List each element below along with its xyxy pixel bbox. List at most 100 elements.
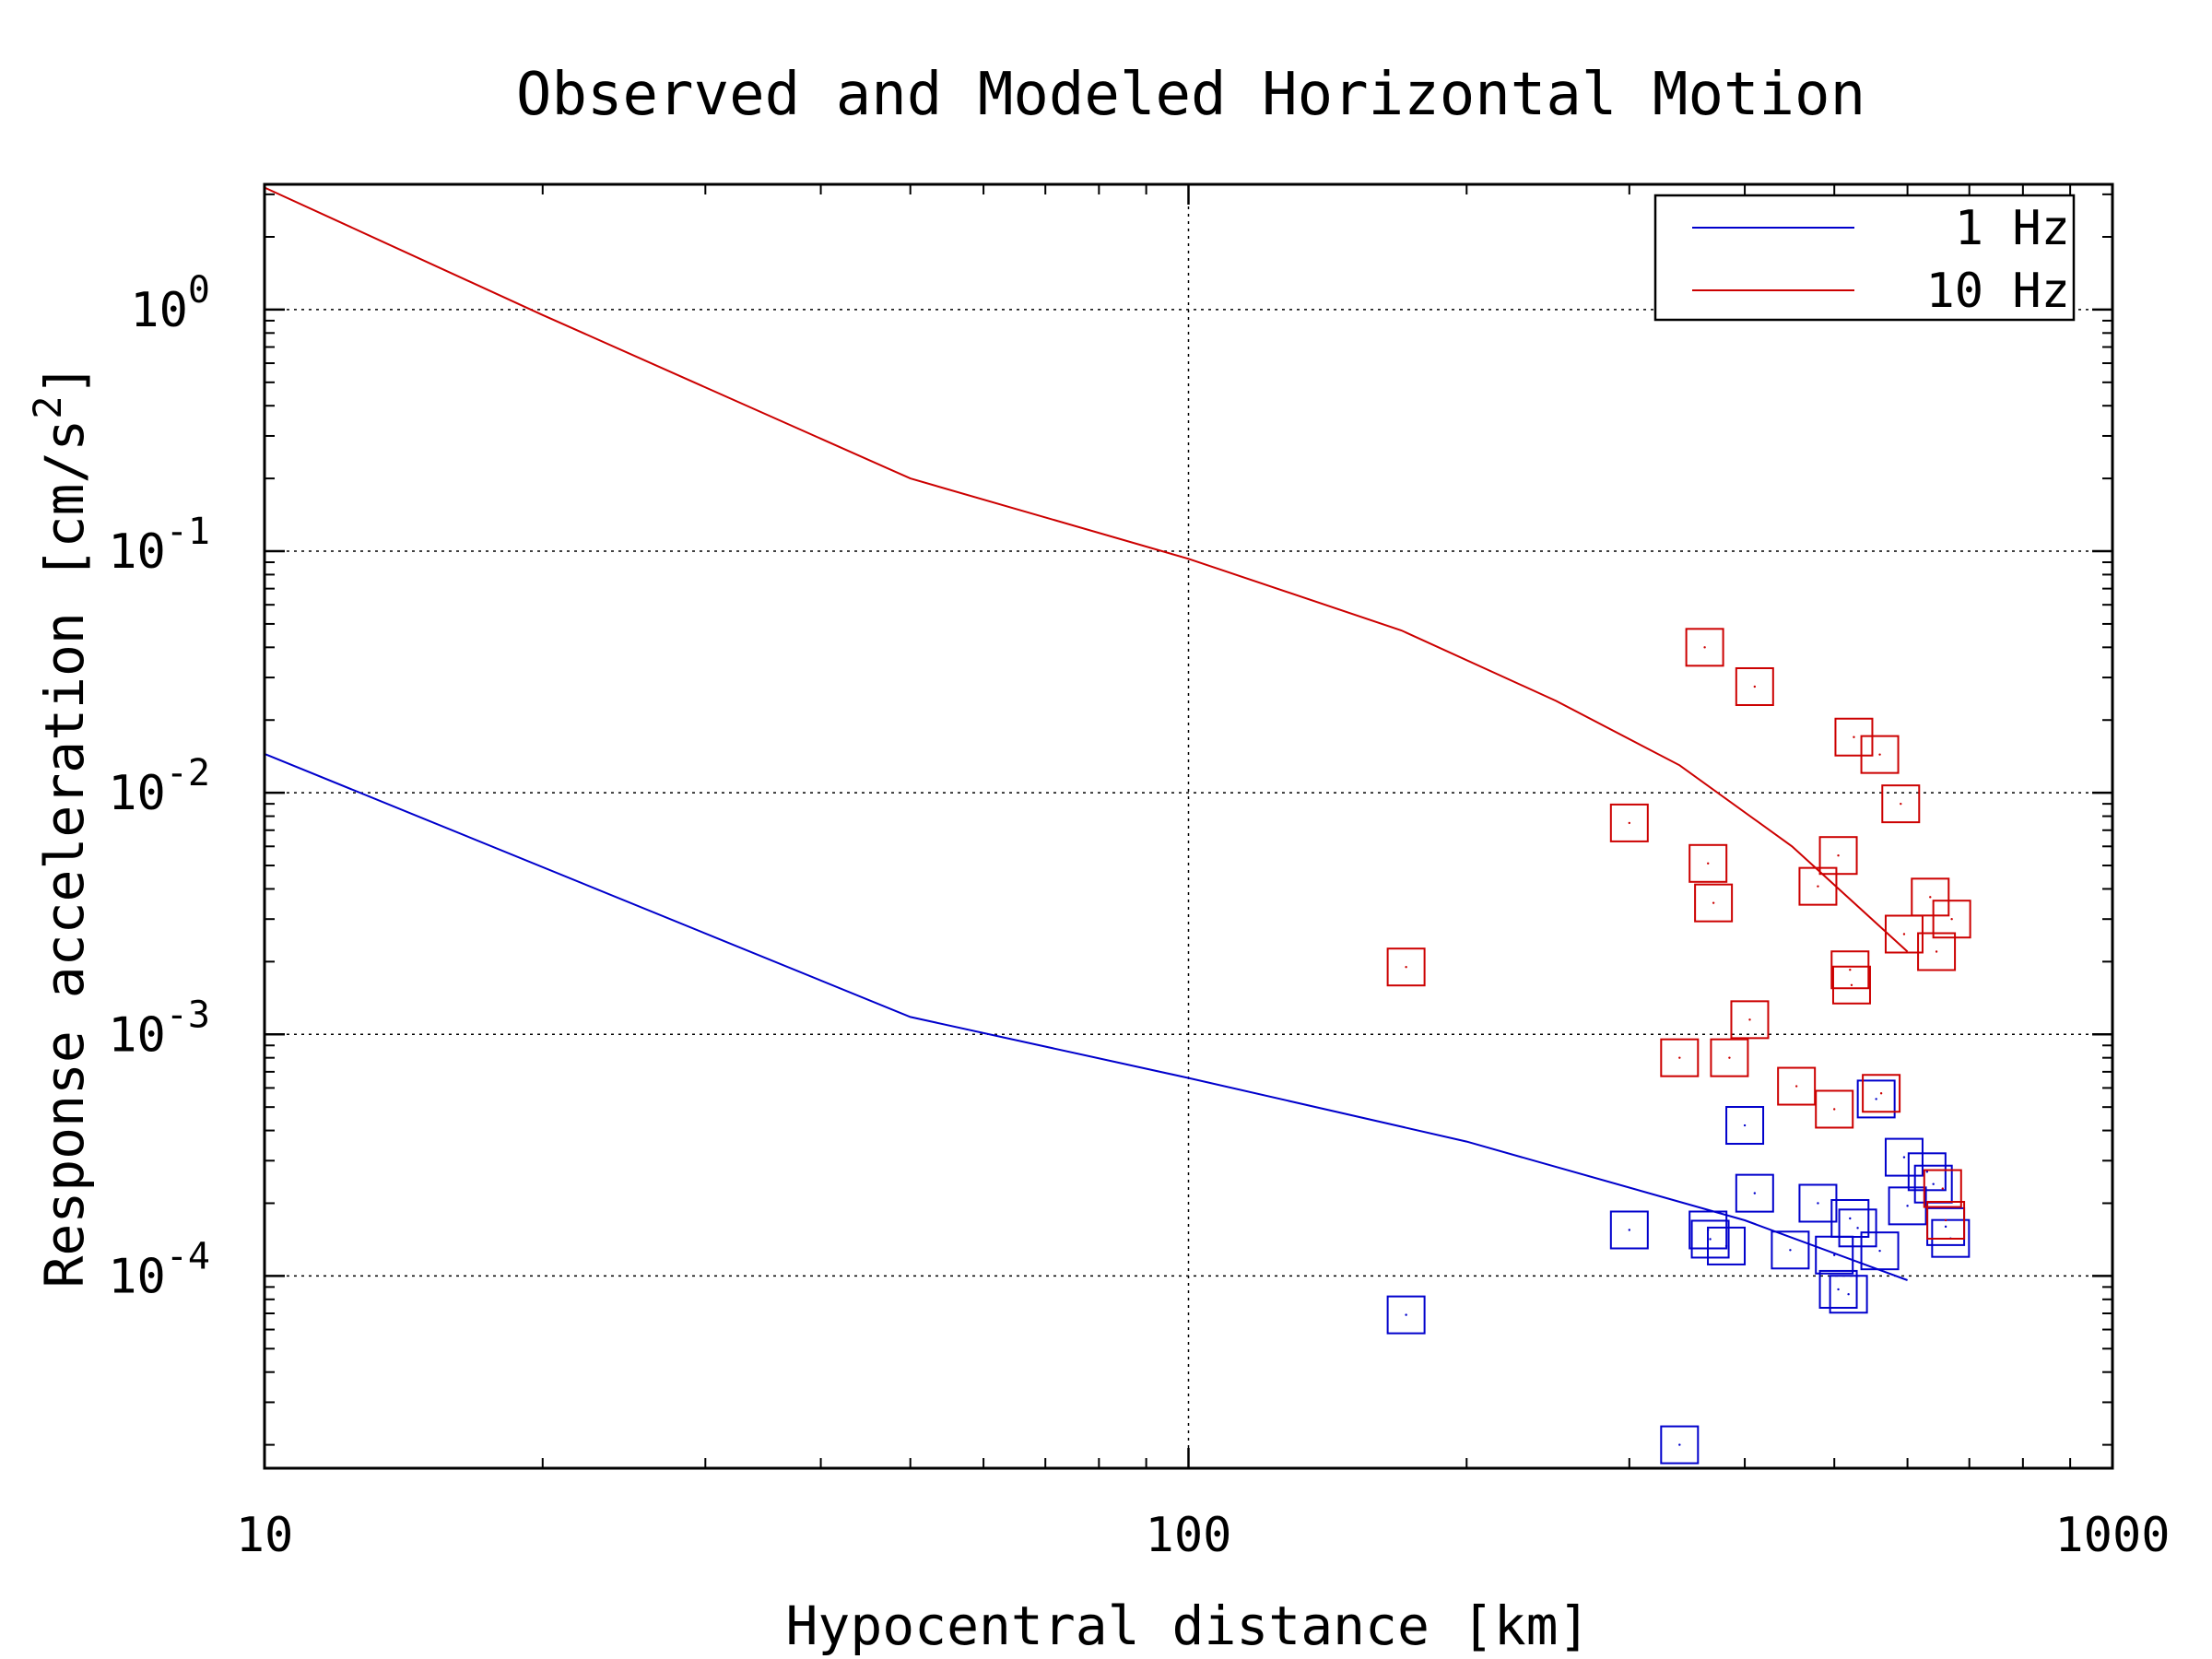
observed-point — [1911, 877, 1950, 917]
observed-point-center — [1941, 1187, 1944, 1190]
observed-point-center — [1935, 950, 1938, 953]
observed-point-center — [1925, 1171, 1929, 1173]
observed-point-center — [1902, 1156, 1906, 1159]
observed-point — [1386, 1295, 1426, 1335]
observed-point — [1888, 1186, 1927, 1226]
y-axis-label: Response acceleration [cm/s2] — [25, 363, 96, 1288]
observed-point-center — [1628, 821, 1631, 825]
observed-point-center — [1748, 1018, 1751, 1021]
observed-point — [1932, 900, 1971, 939]
observed-point-center — [1817, 1202, 1819, 1205]
observed-point-center — [1906, 1205, 1909, 1207]
observed-point — [1862, 1074, 1901, 1113]
observed-point-center — [1878, 753, 1881, 756]
legend-label-10hz: 10 Hz — [1925, 264, 2070, 319]
y-axis-label-sup: 2 — [25, 395, 70, 418]
observed-point-center — [1405, 1313, 1407, 1316]
observed-point-center — [1850, 983, 1853, 986]
x-tick-labels: 10 100 1000 — [236, 1508, 2171, 1563]
observed-point-center — [1879, 1092, 1883, 1095]
observed-point — [1735, 1173, 1774, 1213]
y-tick-exponent: -2 — [166, 752, 210, 794]
observed-point — [1609, 1210, 1649, 1250]
model-line — [264, 186, 1909, 953]
observed-point — [1829, 1275, 1868, 1314]
observed-point-center — [1847, 1293, 1850, 1296]
observed-point-center — [1849, 1217, 1852, 1220]
observed-point-center — [1833, 1108, 1836, 1111]
observed-point-center — [1706, 862, 1710, 865]
observed-point-center — [1789, 1249, 1792, 1252]
observed-point-center — [1837, 854, 1840, 857]
observed-point-center — [1950, 918, 1953, 921]
y-tick-label: 10-2 — [108, 752, 210, 821]
observed-point — [1907, 1152, 1947, 1192]
y-tick-base: 10 — [108, 1007, 166, 1063]
observed-point — [1694, 883, 1734, 923]
observed-point — [1834, 717, 1874, 757]
observed-point-center — [1724, 1244, 1728, 1248]
grid — [265, 184, 2112, 1468]
legend-label-1hz: 1 Hz — [1955, 201, 2070, 256]
observed-point — [1798, 866, 1838, 906]
y-tick-base: 10 — [108, 1249, 166, 1304]
y-tick-base: 10 — [108, 766, 166, 821]
observed-point — [1798, 1183, 1838, 1223]
observed-point — [1725, 1106, 1765, 1146]
model-lines — [264, 186, 1909, 1281]
observed-point-center — [1878, 1249, 1881, 1253]
observed-point — [1690, 1219, 1730, 1259]
observed-point-center — [1753, 685, 1757, 688]
model-line — [264, 752, 1908, 1281]
x-tick-label: 100 — [1146, 1508, 1232, 1563]
observed-point-center — [1628, 1229, 1631, 1231]
axis-ticks — [263, 184, 2114, 1468]
observed-point — [1831, 965, 1871, 1005]
observed-point-center — [1794, 1085, 1798, 1088]
observed-point-center — [1849, 969, 1852, 971]
observed-point-center — [1743, 1124, 1747, 1127]
observed-point — [1881, 784, 1921, 824]
observed-point-center — [1900, 802, 1902, 806]
observed-point-center — [1753, 1192, 1757, 1194]
x-axis-label: Hypocentral distance [km] — [786, 1594, 1591, 1657]
observed-point — [1815, 1089, 1854, 1129]
y-axis-label-main: Response acceleration [cm/s — [33, 419, 96, 1288]
observed-point-center — [1709, 1238, 1712, 1241]
legend-box — [1653, 194, 2076, 322]
x-tick-label: 1000 — [2054, 1508, 2170, 1563]
observed-point — [1688, 843, 1728, 883]
observed-point — [1730, 1000, 1770, 1040]
observed-point-center — [1678, 1056, 1681, 1059]
legend: 1 Hz 10 Hz — [1653, 194, 2076, 322]
observed-point-center — [1728, 1056, 1731, 1059]
observed-point — [1386, 947, 1426, 987]
observed-point-center — [1678, 1443, 1681, 1446]
observed-point-center — [1944, 1225, 1947, 1229]
observed-point — [1660, 1038, 1700, 1077]
observed-point — [1917, 932, 1957, 971]
observed-point-center — [1902, 933, 1906, 935]
observed-point — [1777, 1066, 1817, 1106]
observed-point-center — [1817, 885, 1819, 888]
observed-point-center — [1405, 966, 1407, 969]
observed-point-center — [1856, 1227, 1859, 1230]
y-tick-label: 10-4 — [108, 1235, 210, 1304]
y-tick-base: 10 — [108, 524, 166, 580]
y-tick-exponent: -3 — [166, 994, 210, 1036]
observed-point — [1830, 1198, 1870, 1238]
observed-point — [1685, 628, 1724, 667]
observed-point-center — [1833, 1253, 1836, 1256]
observed-point-center — [1712, 901, 1715, 904]
observed-point — [1735, 666, 1774, 706]
observed-point — [1884, 1137, 1924, 1177]
observed-point — [1818, 836, 1858, 876]
y-tick-label: 100 — [130, 269, 210, 338]
plot-frame — [263, 182, 2114, 1470]
x-tick-label: 10 — [236, 1508, 294, 1563]
observed-point — [1771, 1230, 1810, 1270]
y-tick-label: 10-1 — [108, 511, 210, 580]
observed-points — [1386, 628, 1971, 1465]
